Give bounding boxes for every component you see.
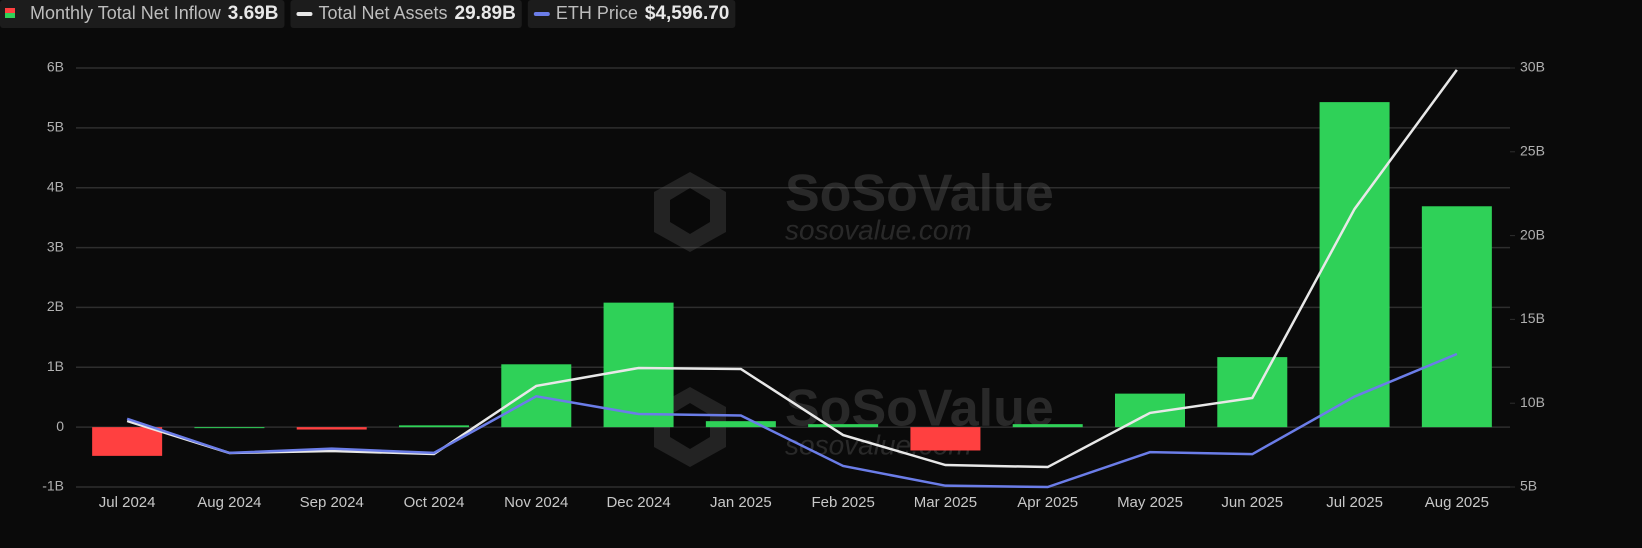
x-tick-label: Mar 2025 [914,494,977,511]
y2-tick-label: 30B [1520,59,1545,75]
x-tick-label: May 2025 [1117,494,1183,511]
bar [1319,102,1390,428]
legend-item: Total Net Assets 29.89B [290,0,522,28]
y2-tick-label: 10B [1520,394,1545,410]
y-tick-label: -1B [42,478,64,494]
y-tick-label: 0 [56,418,64,434]
y2-tick-label: 5B [1520,478,1537,494]
line [126,69,1458,469]
legend-swatch [5,8,15,13]
legend-item: ETH Price $4,596.70 [527,0,736,28]
x-tick-label: Sep 2024 [300,494,364,511]
legend-item: Monthly Total Net Inflow 3.69B [0,0,285,28]
x-tick-label: Jan 2025 [710,494,772,511]
bar [603,302,674,428]
bar [1012,424,1083,428]
x-tick-label: Apr 2025 [1017,494,1078,511]
x-tick-label: Jul 2024 [99,494,156,511]
line [126,352,1458,489]
y-tick-label: 6B [47,59,64,75]
legend-label: ETH Price [556,3,638,23]
legend-value: 3.69B [228,3,279,24]
y2-tick-label: 20B [1520,226,1545,242]
y-tick-label: 3B [47,238,64,254]
y-tick-label: 4B [47,178,64,194]
x-tick-label: Dec 2024 [606,494,670,511]
bar [910,427,981,451]
legend-bg [0,0,285,28]
bar [705,421,776,428]
watermark-url: sosovalue.com [785,214,972,245]
y-tick-label: 5B [47,119,64,135]
bar [92,427,163,456]
legend-bg [527,0,736,28]
watermark-logo [654,172,726,252]
bar [808,424,879,428]
legend-label: Total Net Assets [318,3,447,23]
y-tick-label: 1B [47,358,64,374]
legend-swatch [5,13,15,18]
x-tick-label: Oct 2024 [404,494,465,511]
y2-tick-label: 25B [1520,143,1545,159]
x-tick-label: Jul 2025 [1326,494,1383,511]
x-tick-label: Jun 2025 [1221,494,1283,511]
bar [194,427,265,429]
legend-bg [290,0,522,28]
watermark: SoSoValue sosovalue.com SoSoValue sosova… [654,165,1054,467]
legend-value: $4,596.70 [645,3,730,24]
x-tick-label: Aug 2024 [197,494,261,511]
watermark-title: SoSoValue [785,165,1054,223]
x-tick-label: Aug 2025 [1425,494,1489,511]
x-tick-label: Feb 2025 [811,494,874,511]
x-tick-label: Nov 2024 [504,494,568,511]
bar [1217,357,1288,428]
y2-tick-label: 15B [1520,310,1545,326]
y-tick-label: 2B [47,298,64,314]
bar [296,427,367,430]
bar [399,425,469,428]
bar [1421,206,1492,428]
legend-value: 29.89B [455,3,516,24]
legend-label: Monthly Total Net Inflow [30,3,222,23]
